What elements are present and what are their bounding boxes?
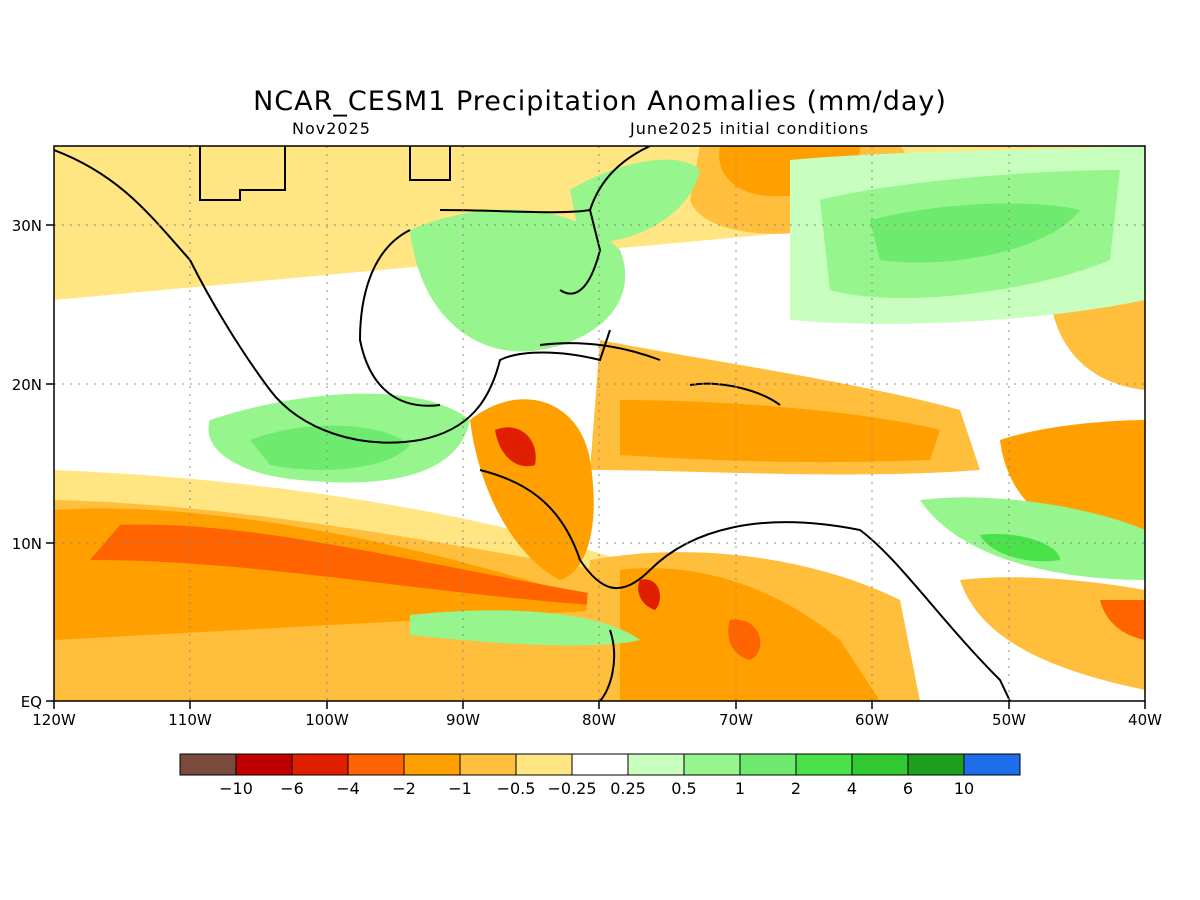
y-tick-label: EQ (21, 693, 42, 711)
colorbar-swatch (683, 753, 741, 776)
colorbar (179, 753, 1021, 776)
colorbar-swatch (291, 753, 349, 776)
x-tick-label: 60W (855, 711, 889, 729)
colorbar-swatch (179, 753, 237, 776)
colorbar-swatch (851, 753, 909, 776)
y-tick-label: 20N (12, 376, 42, 394)
x-tick-label: 70W (719, 711, 753, 729)
chart-title: NCAR_CESM1 Precipitation Anomalies (mm/d… (253, 86, 947, 117)
axis-ticks (46, 224, 1146, 709)
colorbar-swatch (347, 753, 405, 776)
colorbar-label: −10 (219, 779, 253, 798)
colorbar-label: −6 (280, 779, 304, 798)
colorbar-label: 0.5 (671, 779, 696, 798)
x-tick-label: 50W (992, 711, 1026, 729)
gridlines (54, 146, 1145, 701)
x-tick-label: 100W (305, 711, 349, 729)
colorbar-label: −4 (336, 779, 360, 798)
y-tick-label: 10N (12, 535, 42, 553)
colorbar-swatch (459, 753, 517, 776)
initial-conditions: June2025 initial conditions (630, 119, 870, 138)
forecast-month: Nov2025 (292, 119, 371, 138)
colorbar-swatch (627, 753, 685, 776)
colorbar-swatch (795, 753, 853, 776)
colorbar-label: 0.25 (610, 779, 646, 798)
colorbar-label: 4 (847, 779, 857, 798)
colorbar-swatch (907, 753, 965, 776)
x-tick-label: 40W (1128, 711, 1162, 729)
y-axis-labels: EQ 10N 20N 30N (12, 217, 42, 711)
colorbar-label: −0.25 (547, 779, 596, 798)
colorbar-label: 10 (954, 779, 974, 798)
colorbar-swatch (571, 753, 629, 776)
colorbar-swatch (739, 753, 797, 776)
x-tick-label: 110W (168, 711, 212, 729)
colorbar-swatch (403, 753, 461, 776)
colorbar-swatch (963, 753, 1021, 776)
anomaly-field (54, 146, 1145, 701)
coastlines (54, 146, 1011, 701)
colorbar-label: 1 (735, 779, 745, 798)
colorbar-label: 6 (903, 779, 913, 798)
x-tick-label: 90W (446, 711, 480, 729)
x-axis-labels: 120W 110W 100W 90W 80W 70W 60W 50W 40W (32, 711, 1162, 729)
colorbar-label: −2 (392, 779, 416, 798)
colorbar-swatch (515, 753, 573, 776)
x-tick-label: 80W (582, 711, 616, 729)
colorbar-label: −1 (448, 779, 472, 798)
y-tick-label: 30N (12, 217, 42, 235)
x-tick-label: 120W (32, 711, 76, 729)
colorbar-labels: −10 −6 −4 −2 −1 −0.5 −0.25 0.25 0.5 1 2 4 6 10 (219, 779, 974, 798)
colorbar-label: 2 (791, 779, 801, 798)
colorbar-swatch (235, 753, 293, 776)
colorbar-label: −0.5 (497, 779, 536, 798)
